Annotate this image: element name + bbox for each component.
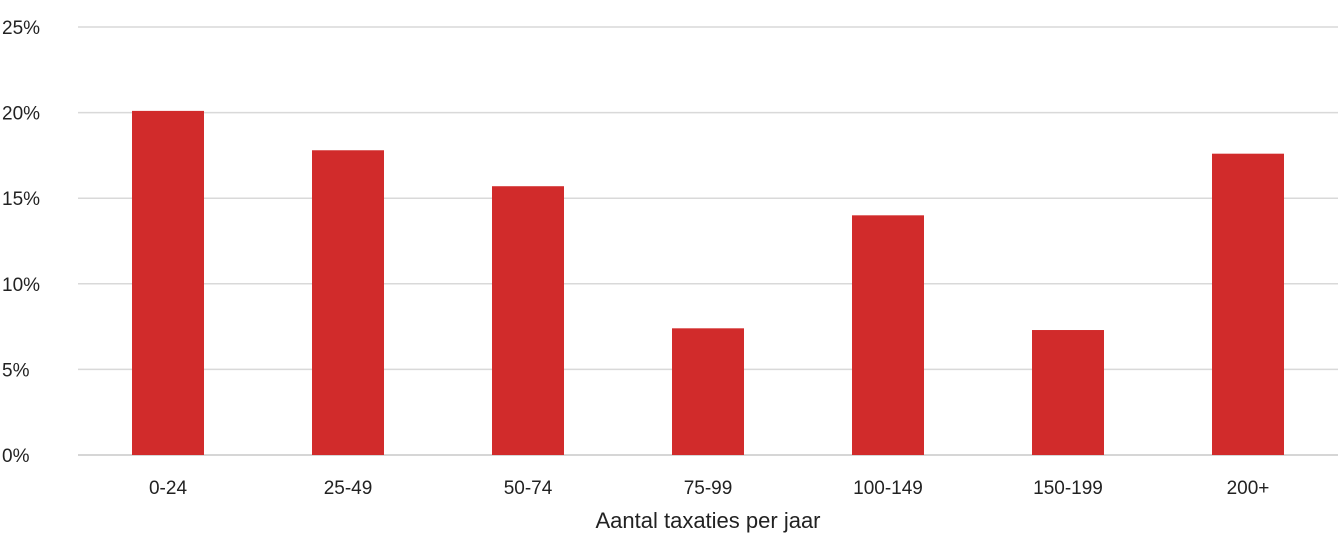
y-tick-label: 25% [2, 18, 40, 39]
x-tick-label: 0-24 [149, 478, 187, 499]
bar-200+ [1212, 153, 1284, 456]
x-axis-title: Aantal taxaties per jaar [595, 508, 820, 533]
x-tick-label: 200+ [1227, 478, 1270, 499]
x-tick-label: 50-74 [504, 478, 553, 499]
y-tick-label: 10% [2, 275, 40, 296]
bar-25-49 [312, 150, 384, 456]
bar-150-199 [1032, 330, 1104, 455]
bar-75-99 [672, 328, 744, 455]
y-tick-label: 15% [2, 189, 40, 210]
gridlines [78, 26, 1338, 456]
x-axis-ticks: 0-24 25-49 50-74 75-99 100-149 150-199 200+ [149, 478, 1269, 499]
y-tick-label: 0% [2, 446, 30, 467]
x-tick-label: 25-49 [324, 478, 373, 499]
bar-0-24 [132, 110, 204, 455]
x-tick-label: 150-199 [1033, 478, 1103, 499]
y-tick-label: 5% [2, 360, 30, 381]
bars [132, 110, 1284, 456]
x-tick-label: 75-99 [684, 478, 733, 499]
x-tick-label: 100-149 [853, 478, 923, 499]
y-axis-ticks: 0% 5% 10% 15% 20% 25% [2, 18, 40, 467]
bar-100-149 [852, 215, 924, 455]
y-tick-label: 20% [2, 104, 40, 125]
bar-50-74 [492, 186, 564, 455]
